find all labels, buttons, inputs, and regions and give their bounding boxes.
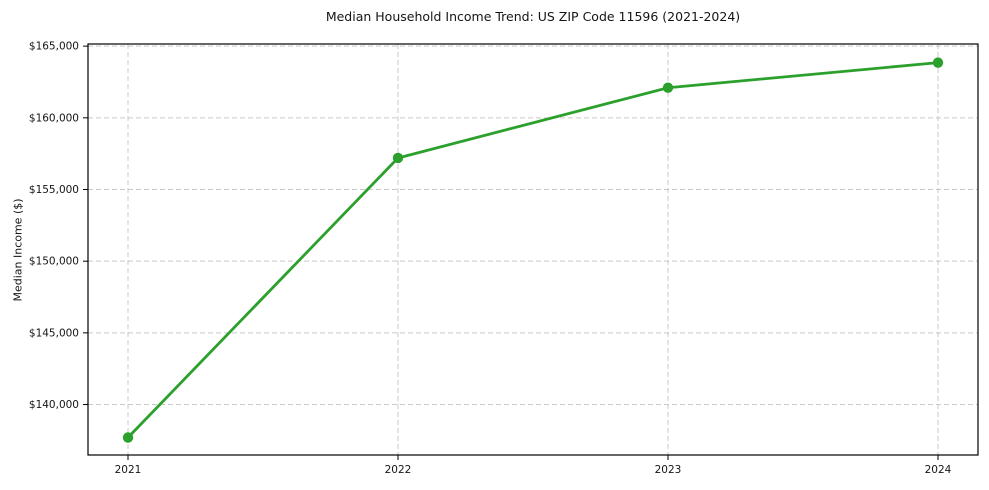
y-tick-label: $160,000 (29, 112, 79, 124)
y-tick-label: $155,000 (29, 184, 79, 196)
data-point-2024 (932, 57, 944, 68)
x-tick-label: 2021 (115, 464, 142, 476)
data-point-2021 (122, 432, 134, 443)
x-tick-label: 2024 (925, 464, 952, 476)
chart-title: Median Household Income Trend: US ZIP Co… (325, 9, 741, 24)
y-tick-label: $140,000 (29, 399, 79, 411)
data-point-2023 (662, 82, 674, 93)
y-tick-label: $145,000 (29, 327, 79, 339)
x-tick-label: 2022 (385, 464, 412, 476)
x-tick-label: 2023 (655, 464, 682, 476)
trend-line (126, 61, 940, 439)
plot-border (87, 43, 979, 456)
y-tick-label: $165,000 (29, 41, 79, 53)
data-point-2022 (392, 152, 404, 164)
y-tick-label: $150,000 (29, 256, 79, 268)
